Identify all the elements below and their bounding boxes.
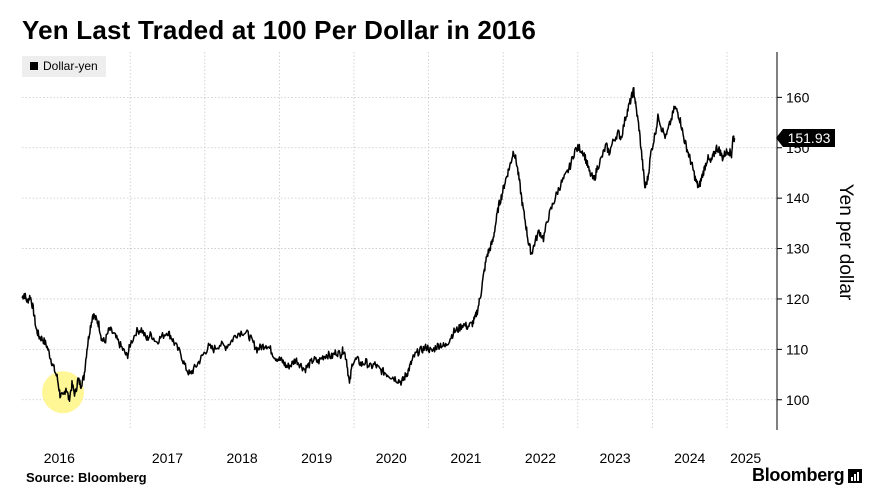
x-tick-label: 2018 <box>227 450 258 466</box>
x-tick-label: 2016 <box>44 450 75 466</box>
last-value-label: 151.93 <box>788 130 831 146</box>
series-line-dollar-yen <box>21 87 736 402</box>
x-tick-label: 2024 <box>674 450 705 466</box>
y-tick-label: 140 <box>786 190 810 206</box>
y-tick-label: 160 <box>786 89 810 105</box>
source-note: Source: Bloomberg <box>26 470 147 485</box>
chart-title: Yen Last Traded at 100 Per Dollar in 201… <box>22 15 536 45</box>
y-tick-label: 130 <box>786 241 810 257</box>
highlight-circle <box>42 371 85 414</box>
y-tick-label: 110 <box>786 341 809 357</box>
brand-text: Bloomberg <box>752 465 845 485</box>
x-tick-label: 2022 <box>525 450 556 466</box>
x-tick-label: 2023 <box>600 450 631 466</box>
y-tick-label: 120 <box>786 291 810 307</box>
bloomberg-logo: Bloomberg <box>752 465 863 486</box>
legend: Dollar-yen <box>22 56 106 77</box>
y-axis-label: Yen per dollar <box>835 183 856 301</box>
last-value-badge <box>776 129 835 148</box>
legend-swatch-icon <box>30 62 38 70</box>
x-tick-label: 2020 <box>376 450 407 466</box>
y-tick-label: 100 <box>786 392 810 408</box>
x-tick-label: 2021 <box>450 450 481 466</box>
legend-label: Dollar-yen <box>43 59 98 73</box>
x-tick-label: 2017 <box>152 450 183 466</box>
x-tick-label: 2025 <box>730 450 761 466</box>
bloomberg-chart-icon <box>848 468 863 483</box>
x-tick-label: 2019 <box>301 450 332 466</box>
